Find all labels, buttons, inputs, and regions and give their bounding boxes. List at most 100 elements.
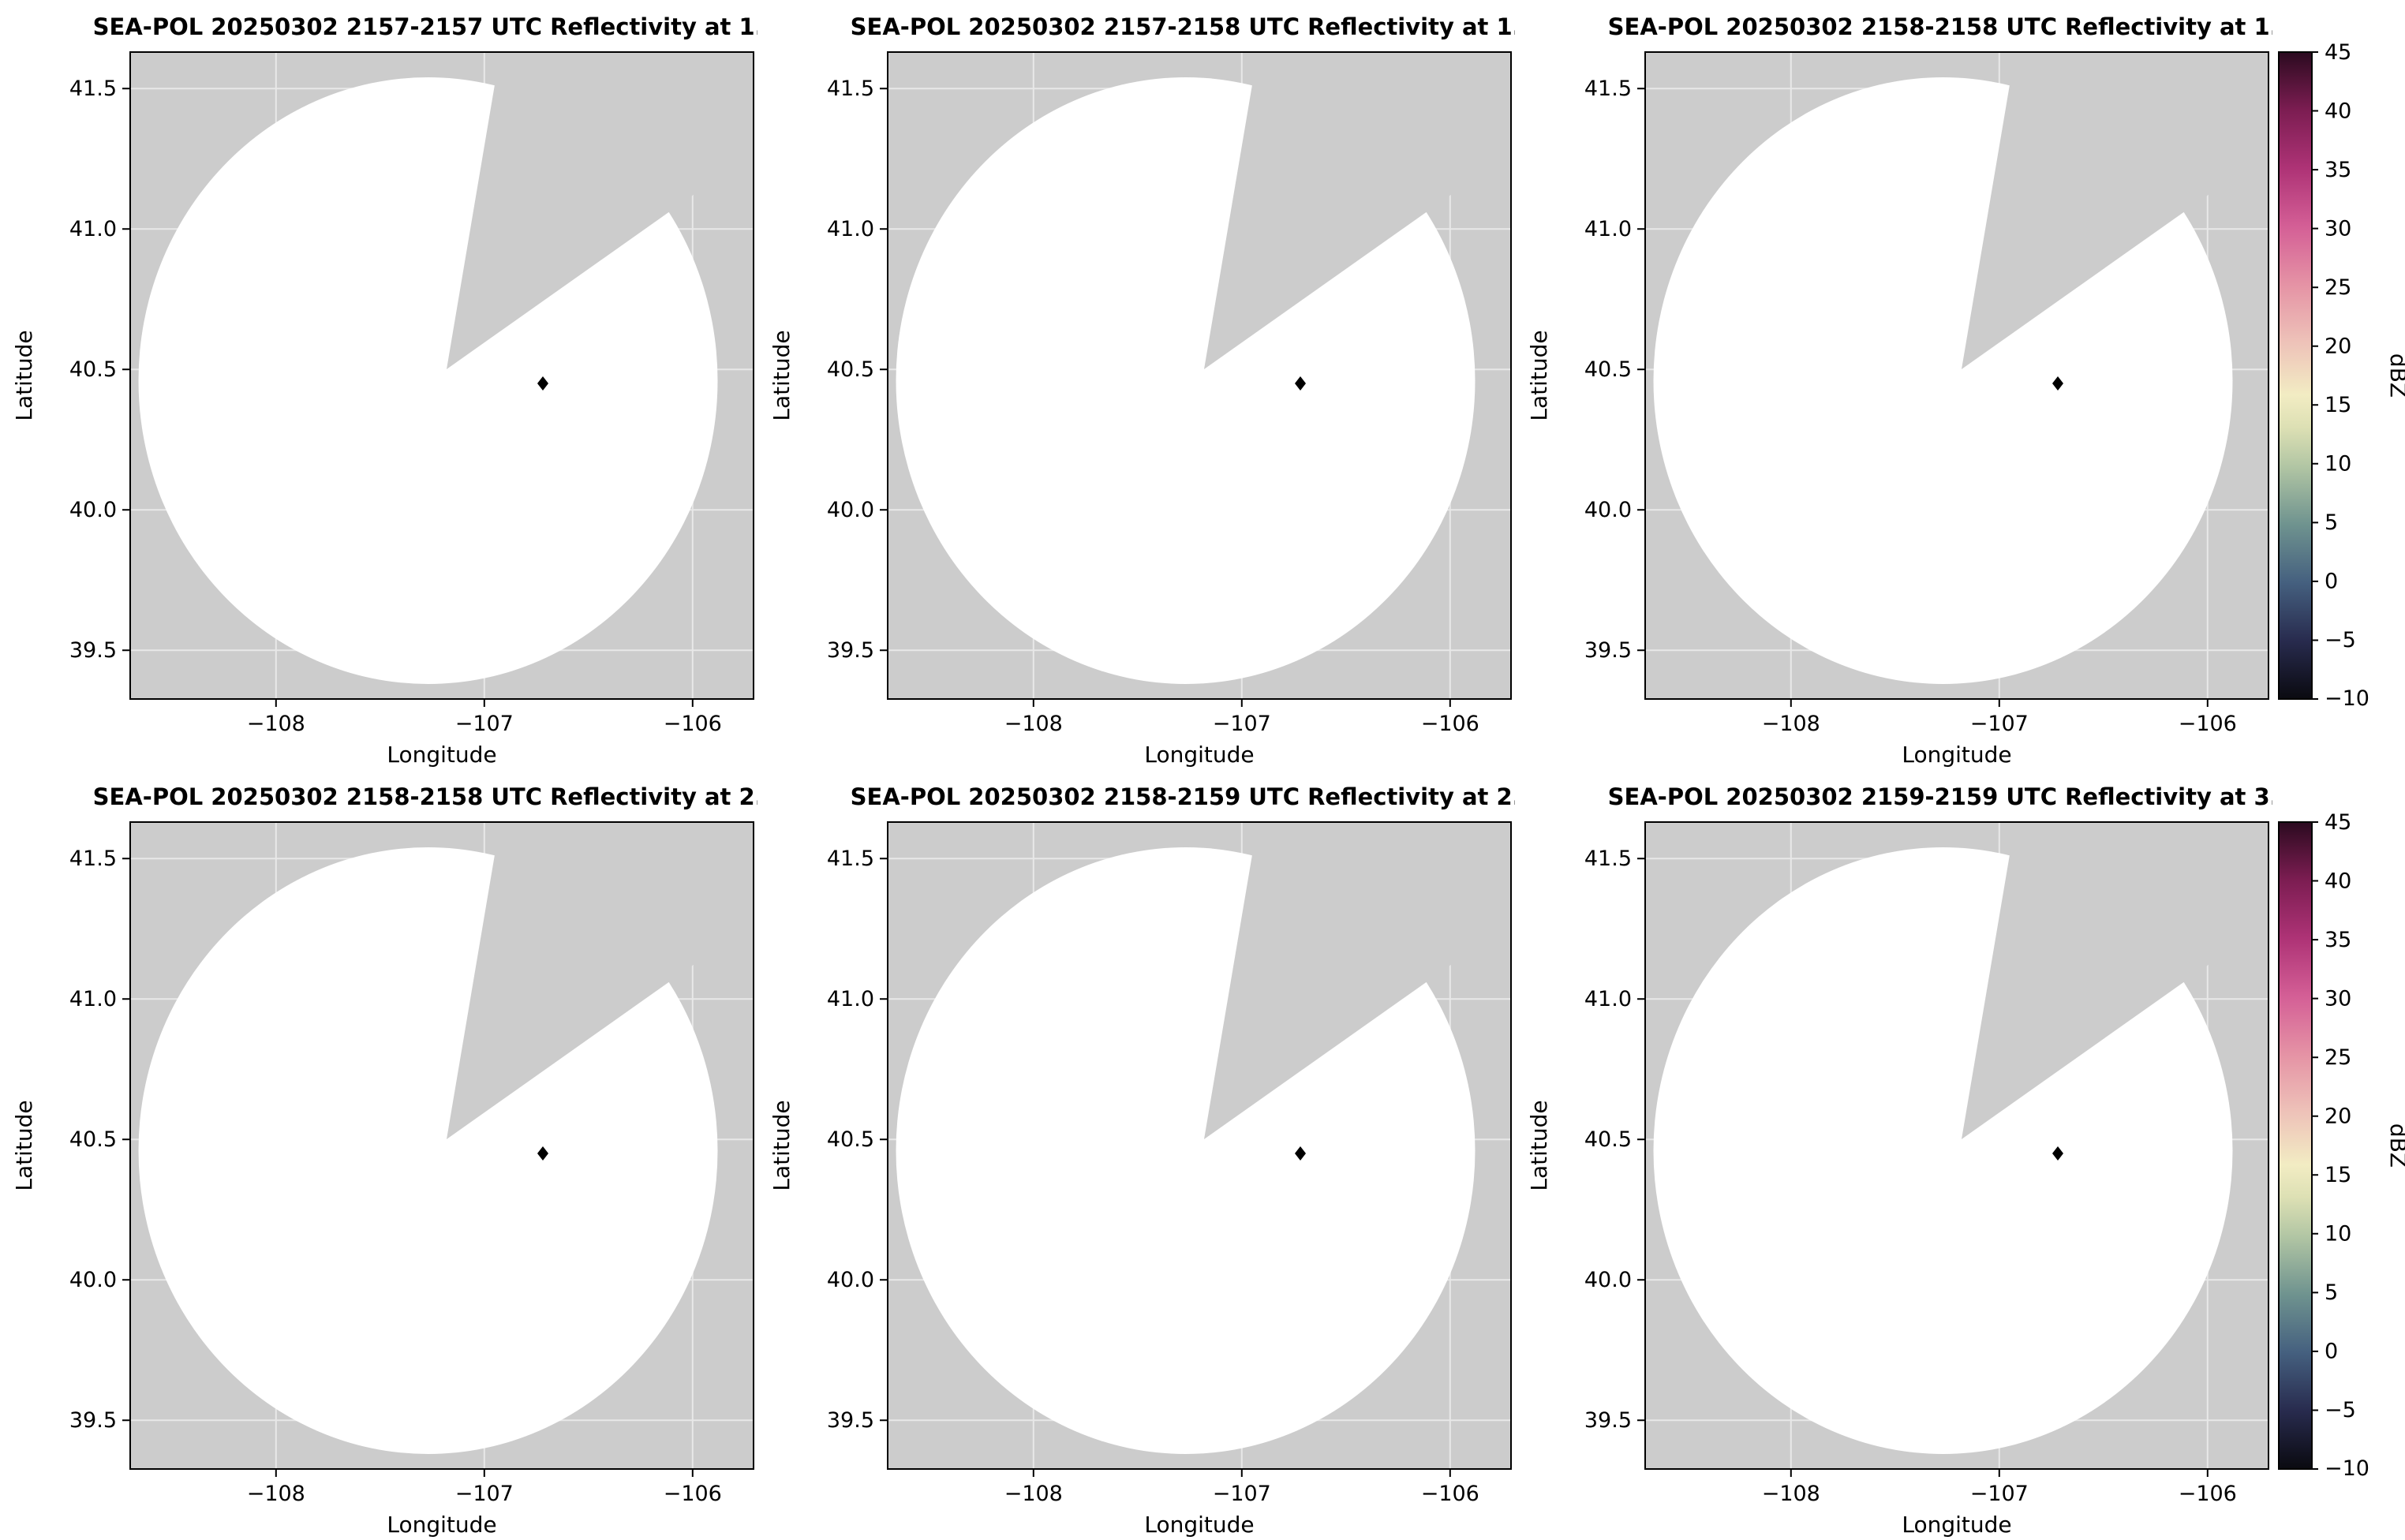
y-tick-label: 41.0 [827, 217, 874, 241]
y-tick-label: 41.5 [69, 77, 117, 101]
y-tick-label: 40.0 [827, 1268, 874, 1292]
y-tick-label: 40.0 [1584, 1268, 1632, 1292]
y-tick-label: 41.0 [827, 987, 874, 1011]
colorbar-tick-label: 5 [2325, 510, 2338, 535]
colorbar-label: dBZ [2385, 353, 2405, 398]
x-tick-label: −106 [664, 1482, 722, 1506]
axes-frame [887, 51, 1512, 700]
colorbar-tick-label: 25 [2325, 275, 2351, 300]
colorbar-tick-label: 25 [2325, 1045, 2351, 1070]
x-tick-label: −106 [2179, 712, 2237, 736]
y-axis-label: Latitude [11, 1100, 37, 1191]
y-tick-label: 40.5 [69, 357, 117, 382]
radar-panel: SEA-POL 20250302 2157-2158 UTC Reflectiv… [769, 13, 1515, 768]
radar-panel: SEA-POL 20250302 2159-2159 UTC Reflectiv… [1526, 783, 2272, 1538]
colorbar-tick-label: 40 [2325, 99, 2351, 124]
x-axis-label: Longitude [387, 742, 496, 768]
panel-title: SEA-POL 20250302 2158-2158 UTC Reflectiv… [1608, 13, 2272, 40]
colorbar-tick-label: −10 [2325, 1456, 2369, 1481]
y-tick-label: 39.5 [827, 1408, 874, 1433]
x-axis-label: Longitude [1144, 742, 1254, 768]
x-tick-label: −106 [664, 712, 722, 736]
x-tick-label: −106 [1421, 1482, 1479, 1506]
y-tick-label: 40.5 [69, 1127, 117, 1152]
x-tick-label: −107 [1970, 712, 2029, 736]
colorbar-tick-label: −5 [2325, 628, 2356, 652]
colorbar: 45 40 35 30 25 20 15 10 5 0 −5 −10 dBZ [2278, 810, 2405, 1481]
colorbar-tick-label: 40 [2325, 869, 2351, 894]
colorbar-tick-label: 0 [2325, 570, 2338, 594]
tick-marks [122, 858, 694, 1477]
y-tick-label: 41.0 [69, 217, 117, 241]
x-tick-label: −107 [455, 712, 514, 736]
y-tick-label: 40.0 [1584, 498, 1632, 522]
y-tick-label: 41.5 [827, 77, 874, 101]
colorbar-tick-label: 30 [2325, 217, 2351, 241]
radar-panel: SEA-POL 20250302 2158-2159 UTC Reflectiv… [769, 783, 1515, 1538]
panel-title: SEA-POL 20250302 2157-2157 UTC Reflectiv… [93, 13, 757, 40]
tick-marks [880, 88, 1451, 707]
y-tick-label: 40.5 [827, 357, 874, 382]
y-tick-label: 40.5 [1584, 1127, 1632, 1152]
panel-title: SEA-POL 20250302 2158-2159 UTC Reflectiv… [851, 783, 1515, 810]
y-axis-label: Latitude [769, 1100, 795, 1191]
y-tick-label: 40.5 [1584, 357, 1632, 382]
colorbar-tick-label: 30 [2325, 987, 2351, 1011]
x-tick-label: −108 [247, 1482, 305, 1506]
x-tick-label: −107 [1213, 1482, 1271, 1506]
colorbar-tick-label: 5 [2325, 1280, 2338, 1305]
colorbar-tick-label: 45 [2325, 40, 2351, 65]
tick-marks [880, 858, 1451, 1477]
x-axis-label: Longitude [1144, 1512, 1254, 1538]
colorbar-tick-label: 10 [2325, 452, 2351, 477]
y-tick-label: 41.5 [69, 847, 117, 871]
site-marker [537, 376, 548, 391]
blocked-sector-wedge [1962, 822, 2268, 1139]
axes-frame [887, 821, 1512, 1470]
y-tick-label: 41.0 [1584, 217, 1632, 241]
colorbar-tick-label: −5 [2325, 1398, 2356, 1422]
radar-panel: SEA-POL 20250302 2158-2158 UTC Reflectiv… [1526, 13, 2272, 768]
panel-title: SEA-POL 20250302 2158-2158 UTC Reflectiv… [93, 783, 757, 810]
site-marker [2052, 376, 2063, 391]
blocked-sector-wedge [1962, 52, 2268, 369]
colorbar-tick-label: 15 [2325, 1163, 2351, 1187]
y-tick-label: 40.5 [827, 1127, 874, 1152]
blocked-sector-wedge [1204, 822, 1511, 1139]
y-tick-label: 41.0 [69, 987, 117, 1011]
y-tick-label: 39.5 [69, 638, 117, 663]
x-axis-label: Longitude [387, 1512, 496, 1538]
y-tick-label: 41.5 [827, 847, 874, 871]
colorbar-tick-label: 20 [2325, 1105, 2351, 1129]
y-axis-label: Latitude [769, 330, 795, 421]
colorbar-label: dBZ [2385, 1123, 2405, 1168]
blocked-sector-wedge [447, 822, 754, 1139]
x-tick-label: −107 [455, 1482, 514, 1506]
colorbar-tick-label: 0 [2325, 1340, 2338, 1364]
y-tick-label: 39.5 [69, 1408, 117, 1433]
colorbar: 45 40 35 30 25 20 15 10 5 0 −5 −10 dBZ [2278, 40, 2405, 711]
colorbar-tick-label: 10 [2325, 1222, 2351, 1247]
axes-frame [129, 51, 754, 700]
tick-marks [122, 88, 694, 707]
site-marker [537, 1146, 548, 1161]
tick-marks [1637, 858, 2209, 1477]
site-marker [1295, 1146, 1306, 1161]
y-tick-label: 41.5 [1584, 847, 1632, 871]
colorbar-tick-marks [2312, 821, 2318, 1470]
y-tick-label: 40.0 [69, 1268, 117, 1292]
figure-row-2: SEA-POL 20250302 2158-2158 UTC Reflectiv… [0, 770, 2405, 1540]
colorbar-tick-label: 20 [2325, 335, 2351, 359]
y-axis-label: Latitude [11, 330, 37, 421]
colorbar-tick-label: −10 [2325, 686, 2369, 711]
blocked-sector-wedge [1204, 52, 1511, 369]
x-axis-label: Longitude [1902, 742, 2011, 768]
y-tick-label: 40.0 [827, 498, 874, 522]
panel-title: SEA-POL 20250302 2159-2159 UTC Reflectiv… [1608, 783, 2272, 810]
colorbar-gradient-bar [2278, 51, 2313, 700]
site-marker [1295, 376, 1306, 391]
x-tick-label: −108 [1004, 712, 1063, 736]
radar-panel: SEA-POL 20250302 2157-2157 UTC Reflectiv… [11, 13, 757, 768]
x-tick-label: −108 [247, 712, 305, 736]
site-marker [2052, 1146, 2063, 1161]
